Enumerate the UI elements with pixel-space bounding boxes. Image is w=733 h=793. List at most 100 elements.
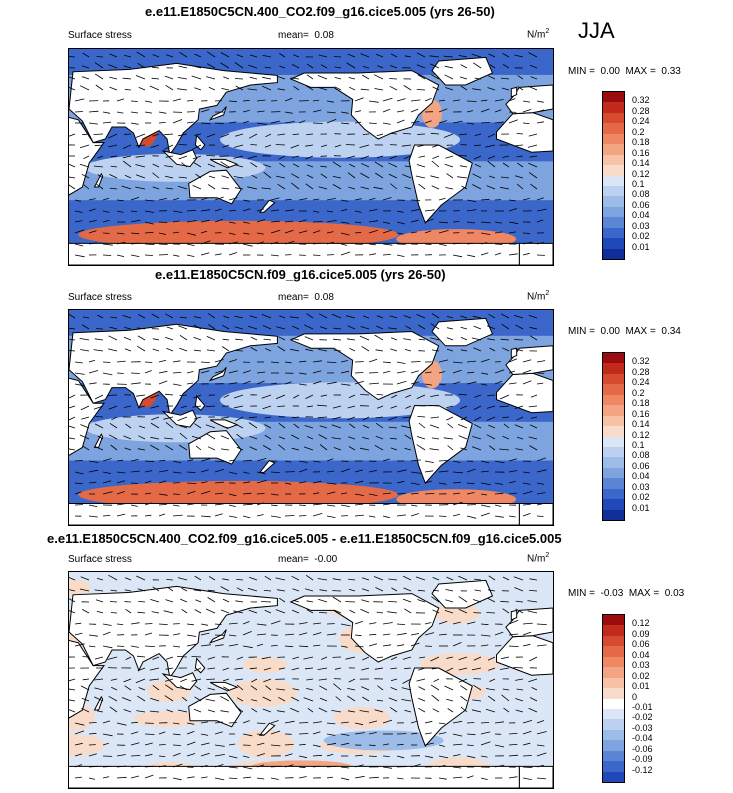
stress-vector: [93, 349, 104, 352]
stress-vector: [192, 185, 202, 190]
stress-vector: [473, 405, 482, 410]
stress-vector: [69, 327, 76, 330]
stress-vector: [278, 436, 286, 440]
stress-vector: [194, 349, 202, 352]
stress-vector: [164, 75, 174, 80]
stress-vector: [172, 210, 183, 213]
stress-vector: [130, 219, 141, 223]
stress-vector: [251, 699, 258, 702]
stress-vector: [193, 589, 202, 592]
stress-vector: [452, 733, 463, 737]
stress-vector: [508, 776, 518, 779]
stress-vector: [270, 120, 281, 124]
stress-vector: [152, 66, 160, 69]
colorbar-tick-label: 0.2: [632, 126, 645, 137]
stress-vector: [144, 254, 153, 256]
colorbar-tick-label: 0.14: [632, 158, 650, 169]
colorbar-tick-label: 0.06: [632, 460, 650, 471]
stress-vector: [515, 448, 524, 451]
stress-vector: [460, 685, 468, 691]
stress-vector: [222, 667, 230, 671]
stress-vector: [362, 416, 370, 421]
stress-vector: [291, 173, 300, 179]
stress-vector: [466, 381, 477, 385]
stress-vector: [206, 63, 216, 69]
stress-vector: [488, 445, 496, 451]
stress-vector: [396, 743, 404, 746]
stress-vector: [298, 733, 309, 735]
stress-vector: [515, 600, 524, 603]
stress-vector: [528, 678, 538, 683]
stress-vector: [376, 394, 384, 396]
stress-vector: [460, 695, 468, 702]
stress-vector: [102, 372, 113, 376]
stress-vector: [345, 315, 356, 319]
stress-vector: [522, 369, 532, 374]
stress-vector: [522, 777, 532, 780]
stress-vector: [503, 707, 510, 713]
stress-vector: [306, 600, 314, 603]
stress-vector: [158, 232, 167, 235]
stress-vector: [220, 161, 230, 168]
stress-vector: [193, 708, 202, 713]
stress-vector: [108, 335, 118, 341]
stress-vector: [347, 688, 356, 691]
stress-vector: [528, 133, 538, 137]
stress-vector: [402, 133, 412, 135]
stress-vector: [172, 254, 180, 257]
stress-vector: [466, 199, 477, 202]
stress-vector: [270, 777, 279, 780]
stress-vector: [306, 63, 314, 69]
stress-vector: [460, 416, 468, 421]
stress-vector: [172, 231, 180, 234]
stress-vector: [74, 622, 82, 625]
colorbar-tick-label: -0.06: [632, 743, 653, 754]
stress-vector: [278, 667, 286, 670]
stress-vector: [200, 109, 210, 113]
stress-vector: [136, 575, 146, 581]
colorbar-tick-label: -0.09: [632, 754, 653, 765]
stress-vector: [144, 733, 155, 735]
stress-vector: [110, 612, 118, 614]
stress-vector: [390, 667, 398, 670]
stress-vector: [382, 755, 390, 757]
colorbar-swatch: [603, 761, 624, 772]
stress-vector: [248, 609, 258, 614]
stress-vector: [93, 165, 104, 168]
stress-vector: [152, 163, 160, 168]
stress-vector: [312, 480, 322, 484]
stress-vector: [291, 64, 300, 69]
stress-vector: [368, 220, 379, 223]
stress-vector: [284, 209, 294, 212]
stress-vector: [452, 492, 460, 495]
stress-vector: [279, 53, 286, 58]
stress-vector: [116, 210, 124, 213]
stress-vector: [416, 64, 426, 69]
stress-vector: [96, 577, 104, 581]
stress-vector: [298, 776, 307, 779]
stress-vector: [326, 515, 336, 518]
stress-vector: [186, 503, 196, 506]
stress-vector: [452, 120, 463, 124]
stress-vector: [376, 325, 384, 330]
stress-vector: [179, 432, 188, 440]
stress-vector: [326, 241, 334, 245]
stress-vector: [125, 656, 132, 661]
stress-vector: [186, 482, 197, 484]
stress-vector: [416, 678, 426, 682]
stress-vector: [223, 315, 230, 319]
stress-vector: [242, 755, 250, 758]
stress-vector: [304, 667, 314, 670]
stress-vector: [195, 173, 202, 179]
stress-vector: [354, 503, 364, 506]
stress-vector: [200, 122, 211, 125]
stress-vector: [382, 515, 390, 519]
stress-vector: [318, 349, 328, 352]
stress-vector: [438, 197, 446, 201]
stress-vector: [130, 775, 139, 779]
stress-vector: [214, 253, 222, 256]
stress-vector: [102, 254, 112, 256]
stress-vector: [97, 174, 104, 179]
panel-1-min-label: MIN =: [568, 66, 595, 77]
stress-vector: [158, 254, 169, 256]
